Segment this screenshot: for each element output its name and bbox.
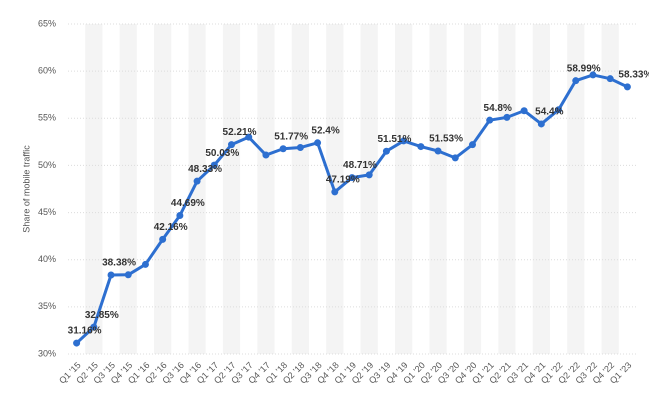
y-tick-label: 60%: [38, 66, 56, 76]
point: [537, 120, 545, 128]
value-label: 47.19%: [326, 175, 360, 186]
point: [400, 137, 408, 145]
point: [623, 83, 631, 91]
band: [222, 24, 241, 354]
y-tick-label: 50%: [38, 160, 56, 170]
value-label: 32.85%: [85, 310, 119, 321]
point: [176, 211, 184, 219]
band: [395, 24, 413, 354]
point: [451, 154, 459, 162]
point: [245, 133, 253, 141]
y-tick-label: 55%: [38, 113, 56, 123]
point: [314, 139, 322, 147]
value-label: 52.21%: [223, 127, 257, 138]
band: [532, 24, 550, 354]
point: [589, 71, 597, 79]
value-label: 51.53%: [429, 134, 463, 145]
point: [262, 151, 270, 159]
value-label: 58.99%: [567, 63, 601, 74]
band: [498, 24, 516, 354]
value-label: 54.8%: [484, 103, 512, 114]
value-label: 48.33%: [188, 164, 222, 175]
y-tick-label: 65%: [38, 18, 56, 28]
band: [85, 24, 103, 354]
point: [348, 174, 356, 182]
point: [417, 143, 425, 151]
point: [124, 271, 132, 279]
band: [119, 24, 137, 354]
point: [73, 339, 81, 347]
y-tick-label: 40%: [38, 254, 56, 264]
point: [572, 77, 580, 85]
point: [159, 235, 167, 243]
band: [257, 24, 275, 354]
value-label: 42.16%: [154, 222, 188, 233]
y-axis-label: Share of mobile traffic: [21, 145, 31, 233]
point: [468, 141, 476, 149]
point: [520, 107, 528, 115]
value-label: 44.69%: [171, 198, 205, 209]
point: [555, 106, 563, 114]
value-label: 38.38%: [102, 258, 136, 269]
band: [154, 24, 172, 354]
point: [193, 177, 201, 185]
value-label: 52.4%: [311, 125, 339, 136]
value-label: 31.16%: [68, 326, 102, 337]
point: [434, 147, 442, 155]
band: [291, 24, 309, 354]
point: [486, 116, 494, 124]
value-label: 51.77%: [274, 131, 308, 142]
point: [296, 144, 304, 152]
point: [331, 188, 339, 196]
value-label: 48.71%: [343, 160, 377, 171]
point: [279, 145, 287, 153]
point: [210, 161, 218, 169]
point: [606, 75, 614, 83]
band: [567, 24, 585, 354]
value-label: 51.51%: [377, 134, 411, 145]
point: [228, 141, 236, 149]
point: [382, 147, 390, 155]
band: [429, 24, 447, 354]
y-tick-label: 30%: [38, 348, 56, 358]
point: [107, 271, 115, 279]
y-tick-label: 45%: [38, 207, 56, 217]
band: [601, 24, 619, 354]
band: [188, 24, 206, 354]
point: [141, 260, 149, 268]
band: [360, 24, 378, 354]
value-label: 54.4%: [535, 107, 563, 118]
value-label: 58.33%: [618, 70, 649, 81]
point: [90, 323, 98, 331]
band: [463, 24, 482, 354]
y-tick-label: 35%: [38, 301, 56, 311]
value-label: 50.03%: [205, 148, 239, 159]
point: [503, 113, 511, 121]
point: [365, 171, 373, 179]
